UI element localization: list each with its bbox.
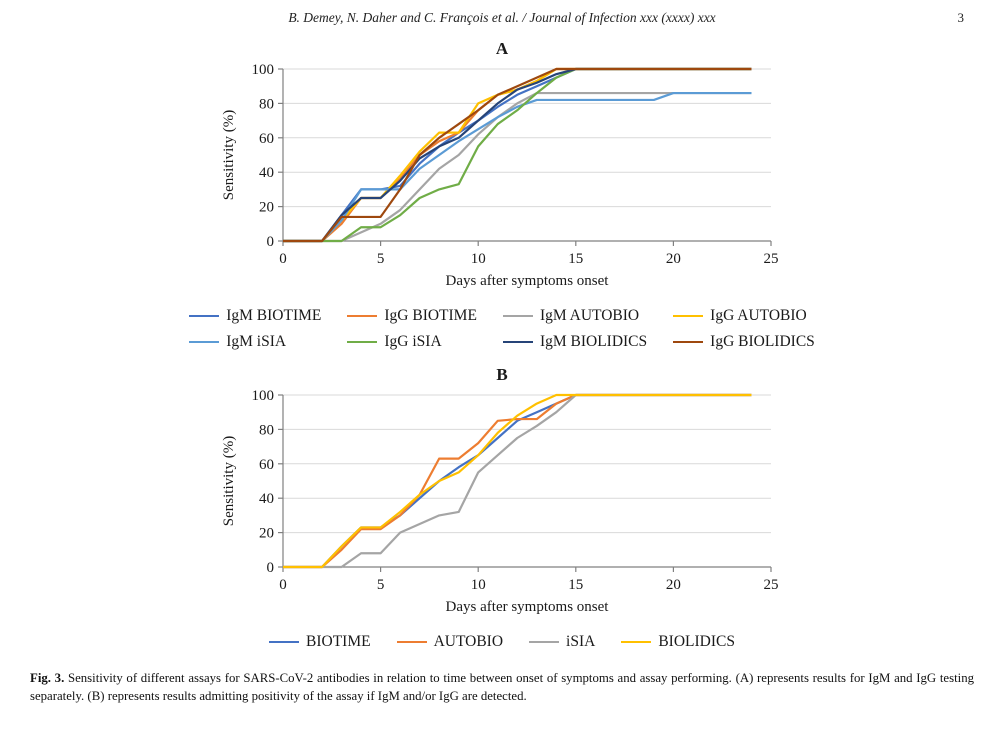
- y-tick-label: 40: [259, 491, 274, 507]
- page-number: 3: [957, 10, 965, 25]
- series-line-iSIA: [283, 393, 752, 569]
- y-tick-label: 20: [259, 526, 274, 542]
- y-axis-title: Sensitivity (%): [221, 110, 237, 200]
- legend-line-swatch: [269, 641, 299, 643]
- legend-line-swatch: [189, 341, 220, 343]
- series-line-IgG-BIOLIDICS: [283, 67, 752, 243]
- y-tick-label: 60: [259, 457, 274, 473]
- legend-label: IgG BIOTIME: [384, 307, 477, 324]
- chart-plot-area: 0 5 10 15 20 25 0 20 40 60 80 100 Days after symptom…: [221, 388, 779, 615]
- y-tick-label: 80: [259, 96, 274, 112]
- x-axis-title: Days after symptoms onset: [446, 599, 610, 615]
- series-line-IgM-BIOTIME: [283, 67, 752, 243]
- legend-line-swatch: [529, 641, 560, 643]
- series-line-BIOTIME: [283, 393, 752, 569]
- legend-label: IgM BIOLIDICS: [539, 333, 648, 350]
- legend-line-swatch: [347, 315, 378, 317]
- legend-line-swatch: [673, 315, 704, 317]
- y-tick-label: 100: [252, 388, 275, 404]
- x-tick-label: 25: [764, 251, 779, 267]
- panel-b-legend: BIOTIME AUTOBIO iSIA BIOLIDICS: [269, 633, 735, 651]
- chart-plot-area: 0 5 10 15 20 25 0 20 40 60 80 100 Days after symptom…: [221, 62, 779, 289]
- legend-label: IgM BIOTIME: [226, 307, 322, 324]
- panel-b-title: B: [496, 365, 508, 384]
- legend-item: IgG AUTOBIO: [673, 307, 815, 325]
- x-tick-label: 10: [471, 251, 486, 267]
- legend-item: IgM BIOLIDICS: [502, 333, 648, 351]
- figure-panel-b: B 0 5 10 15 20 25 0 20 40 60 80 100 Days after sympt…: [0, 366, 1004, 651]
- y-tick-label: 20: [259, 200, 274, 216]
- panel-b-chart: 0 5 10 15 20 25 0 20 40 60 80 100 Days after symptom…: [219, 387, 785, 619]
- x-tick-label: 25: [764, 577, 779, 593]
- legend-line-swatch: [502, 315, 533, 317]
- journal-header: B. Demey, N. Daher and C. François et al…: [0, 10, 1004, 26]
- x-tick-label: 10: [471, 577, 486, 593]
- series-line-BIOLIDICS: [283, 393, 752, 569]
- legend-item: IgM iSIA: [189, 333, 321, 351]
- legend-line-swatch: [621, 641, 652, 643]
- series-line-AUTOBIO: [283, 393, 752, 569]
- y-tick-label: 0: [267, 560, 275, 576]
- legend-item: AUTOBIO: [396, 633, 504, 651]
- legend-line-swatch: [673, 341, 704, 343]
- figure-panel-a: A 0 5 10 15 20 25 0 20 40 60 80 100 Days after sympt…: [0, 40, 1004, 351]
- x-axis-title: Days after symptoms onset: [446, 273, 610, 289]
- series-line-IgM-BIOLIDICS: [283, 67, 752, 243]
- series-line-IgG-iSIA: [283, 67, 752, 243]
- y-axis-title: Sensitivity (%): [221, 436, 237, 526]
- legend-item: IgG BIOLIDICS: [673, 333, 815, 351]
- y-tick-label: 0: [267, 234, 275, 250]
- x-tick-label: 5: [377, 577, 385, 593]
- series-line-IgM-AUTOBIO: [283, 91, 752, 243]
- legend-line-swatch: [396, 641, 427, 643]
- y-tick-label: 80: [259, 422, 274, 438]
- legend-item: BIOLIDICS: [621, 633, 735, 651]
- x-tick-label: 20: [666, 577, 681, 593]
- x-tick-label: 20: [666, 251, 681, 267]
- figure-caption: Fig. 3. Sensitivity of different assays …: [30, 670, 974, 706]
- panel-a-title: A: [495, 39, 509, 58]
- legend-line-swatch: [347, 341, 378, 343]
- legend-label: IgG AUTOBIO: [710, 307, 807, 324]
- legend-line-swatch: [189, 315, 220, 317]
- legend-label: AUTOBIO: [433, 633, 504, 650]
- legend-item: BIOTIME: [269, 633, 371, 651]
- y-tick-label: 60: [259, 131, 274, 147]
- y-tick-label: 100: [252, 62, 275, 78]
- x-tick-label: 15: [568, 577, 583, 593]
- panel-a-chart: 0 5 10 15 20 25 0 20 40 60 80 100 Days after symptom…: [219, 61, 785, 293]
- legend-label: IgM iSIA: [226, 333, 287, 350]
- running-head: B. Demey, N. Daher and C. François et al…: [288, 10, 716, 25]
- legend-label: BIOLIDICS: [658, 633, 735, 650]
- legend-item: IgG iSIA: [347, 333, 477, 351]
- x-tick-label: 15: [568, 251, 583, 267]
- legend-item: IgM BIOTIME: [189, 307, 321, 325]
- legend-item: IgG BIOTIME: [347, 307, 477, 325]
- legend-item: IgM AUTOBIO: [502, 307, 647, 325]
- panel-a-legend: IgM BIOTIME IgG BIOTIME IgM AUTOBIO IgG AUT…: [189, 307, 815, 351]
- legend-label: IgG BIOLIDICS: [710, 333, 815, 350]
- x-tick-label: 5: [377, 251, 385, 267]
- x-tick-label: 0: [279, 251, 287, 267]
- legend-line-swatch: [502, 341, 533, 343]
- legend-label: iSIA: [566, 633, 596, 650]
- series-line-IgM-iSIA: [283, 91, 752, 243]
- y-tick-label: 40: [259, 165, 274, 181]
- legend-label: IgM AUTOBIO: [539, 307, 640, 324]
- legend-label: BIOTIME: [306, 633, 371, 650]
- legend-label: IgG iSIA: [384, 333, 442, 350]
- x-tick-label: 0: [279, 577, 287, 593]
- figure-caption-text: Sensitivity of different assays for SARS…: [30, 671, 974, 703]
- legend-item: iSIA: [529, 633, 595, 651]
- figure-caption-label: Fig. 3.: [30, 671, 65, 685]
